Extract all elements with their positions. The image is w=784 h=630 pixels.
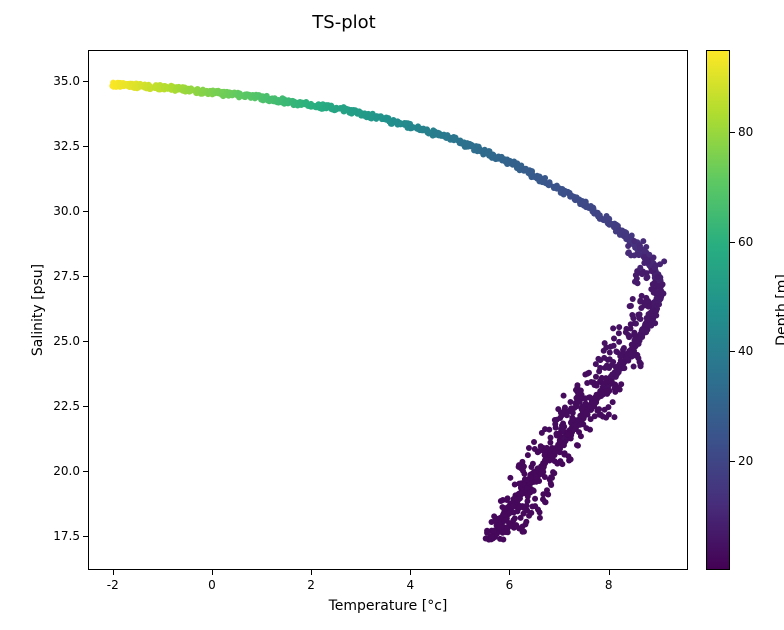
- x-tick-mark: [609, 570, 610, 575]
- y-tick-mark: [83, 471, 88, 472]
- y-tick-mark: [83, 341, 88, 342]
- y-tick-label: 20.0: [44, 464, 80, 478]
- x-tick-label: 4: [406, 578, 414, 592]
- y-tick-label: 17.5: [44, 529, 80, 543]
- x-tick-label: 2: [307, 578, 315, 592]
- y-tick-mark: [83, 211, 88, 212]
- y-tick-label: 30.0: [44, 204, 80, 218]
- colorbar: [706, 50, 730, 570]
- ts-plot-figure: TS-plot Temperature [°c] Salinity [psu] …: [0, 0, 784, 630]
- scatter-layer: [89, 51, 689, 571]
- x-tick-mark: [410, 570, 411, 575]
- x-tick-label: -2: [107, 578, 119, 592]
- colorbar-tick-label: 20: [738, 454, 753, 468]
- y-tick-label: 35.0: [44, 74, 80, 88]
- colorbar-tick-mark: [730, 461, 735, 462]
- colorbar-label: Depth [m]: [774, 270, 784, 350]
- colorbar-tick-label: 40: [738, 344, 753, 358]
- x-tick-label: 0: [208, 578, 216, 592]
- y-tick-mark: [83, 276, 88, 277]
- y-tick-label: 25.0: [44, 334, 80, 348]
- y-tick-mark: [83, 146, 88, 147]
- y-tick-label: 27.5: [44, 269, 80, 283]
- plot-axes: [88, 50, 688, 570]
- colorbar-tick-label: 80: [738, 125, 753, 139]
- x-tick-label: 8: [605, 578, 613, 592]
- y-tick-mark: [83, 81, 88, 82]
- colorbar-tick-label: 60: [738, 235, 753, 249]
- y-tick-mark: [83, 406, 88, 407]
- x-tick-mark: [311, 570, 312, 575]
- y-tick-mark: [83, 536, 88, 537]
- x-tick-label: 6: [506, 578, 514, 592]
- colorbar-tick-mark: [730, 132, 735, 133]
- y-tick-label: 32.5: [44, 139, 80, 153]
- chart-title: TS-plot: [0, 12, 688, 33]
- colorbar-tick-mark: [730, 242, 735, 243]
- y-tick-label: 22.5: [44, 399, 80, 413]
- x-tick-mark: [509, 570, 510, 575]
- x-axis-label: Temperature [°c]: [88, 598, 688, 614]
- colorbar-tick-mark: [730, 351, 735, 352]
- x-tick-mark: [113, 570, 114, 575]
- x-tick-mark: [212, 570, 213, 575]
